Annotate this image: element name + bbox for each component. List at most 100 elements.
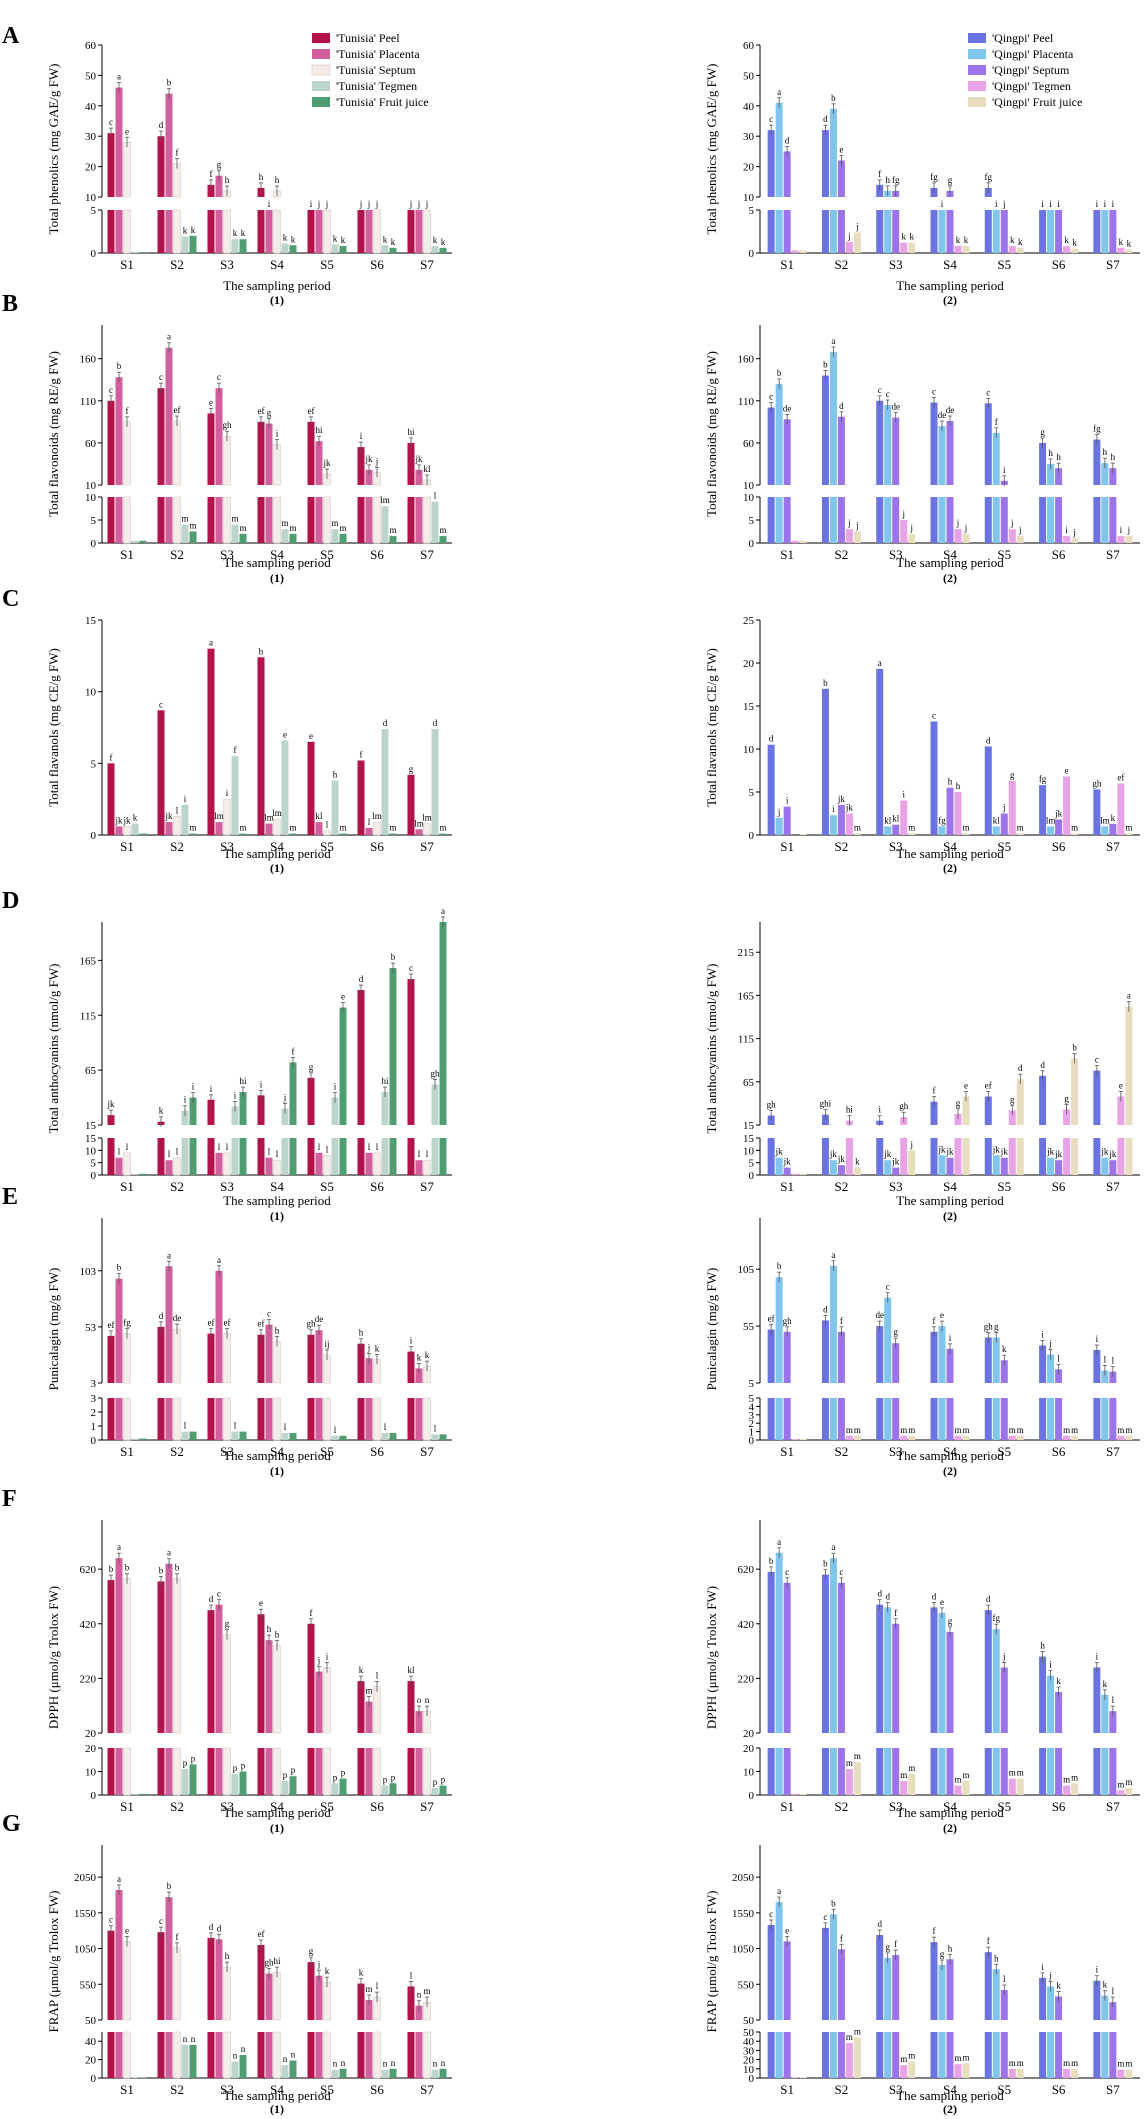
bar-upper-s4-S6 xyxy=(381,1092,389,1125)
significance-letter: de xyxy=(946,405,955,415)
significance-letter: b xyxy=(117,361,122,371)
y-axis-label: Total flavanols (mg CE/g FW) xyxy=(704,648,719,807)
significance-letter: j xyxy=(1048,1970,1052,1980)
significance-letter: l xyxy=(434,491,437,501)
significance-letter: jk xyxy=(1100,1147,1109,1157)
bar-lower-s5-S6 xyxy=(389,1783,397,1795)
bar-lower-s4-S1 xyxy=(791,1439,799,1440)
bar-upper-s1-S3 xyxy=(207,1333,215,1383)
bar-upper-s2-S7 xyxy=(1101,463,1109,485)
bar-lower-s2-S3 xyxy=(215,2032,223,2078)
bar-lower-s4-S4 xyxy=(954,2064,962,2078)
bar-lower-s4-S4 xyxy=(281,243,289,253)
significance-letter: m xyxy=(189,823,196,833)
bar-lower-s3-S4 xyxy=(273,209,281,254)
significance-letter: l xyxy=(276,1149,279,1159)
bar-lower-s4-S1 xyxy=(131,1793,139,1795)
significance-letter: l xyxy=(1104,1354,1107,1364)
significance-letter: h xyxy=(1040,1641,1045,1651)
bar-lower-s1-S3 xyxy=(876,669,884,835)
significance-letter: i xyxy=(1041,1329,1044,1339)
bar-lower-s3-S6 xyxy=(1055,1398,1063,1440)
significance-letter: b xyxy=(117,1263,122,1273)
panel-number: (1) xyxy=(270,1209,284,1223)
significance-letter: m xyxy=(908,1425,915,1435)
bar-lower-s1-S4 xyxy=(257,1138,265,1175)
bar-lower-s3-S4 xyxy=(946,787,954,835)
bar-lower-s5-S5 xyxy=(339,533,347,543)
significance-letter: f xyxy=(234,745,237,755)
significance-letter: gh xyxy=(984,1321,994,1331)
significance-letter: d xyxy=(433,718,438,728)
x-tick-label: S7 xyxy=(1106,1799,1120,1814)
bar-upper-s1-S4 xyxy=(257,421,265,485)
bar-lower-s2-S2 xyxy=(165,497,173,543)
bar-upper-s2-S7 xyxy=(415,469,423,485)
significance-letter: m xyxy=(1009,1768,1016,1778)
bar-upper-s2-S5 xyxy=(315,441,323,485)
bar-lower-s3-S2 xyxy=(837,1748,845,1795)
significance-letter: i xyxy=(1049,199,1052,209)
significance-letter: b xyxy=(167,78,172,88)
significance-letter: c xyxy=(159,1916,163,1926)
significance-letter: h xyxy=(359,1328,364,1338)
panel-number: (1) xyxy=(270,1464,284,1478)
bar-lower-s3-S2 xyxy=(837,210,845,253)
significance-letter: f xyxy=(210,169,213,179)
bar-lower-s2-S3 xyxy=(884,1748,892,1795)
bar-upper-s2-S2 xyxy=(829,1914,837,2020)
y-tick-label: 110 xyxy=(80,396,97,408)
bar-lower-s5-S7 xyxy=(439,833,447,835)
significance-letter: gh xyxy=(307,1319,317,1329)
significance-letter: ef xyxy=(108,1320,115,1330)
bar-upper-s1-S6 xyxy=(1039,1345,1047,1383)
bar-upper-s4-S4 xyxy=(281,1108,289,1125)
bar-lower-s3-S5 xyxy=(323,1155,331,1176)
bar-lower-s1-S5 xyxy=(984,746,992,835)
bar-lower-s3-S4 xyxy=(946,210,954,253)
x-tick-label: S7 xyxy=(1106,839,1120,854)
bar-upper-s5-S2 xyxy=(189,1097,197,1125)
bar-lower-s4-S1 xyxy=(131,252,139,253)
bar-lower-s5-S4 xyxy=(962,1435,970,1440)
bar-lower-s5-S3 xyxy=(908,533,916,543)
x-tick-label: S2 xyxy=(835,1799,849,1814)
legend-label: 'Tunisia' Fruit juice xyxy=(336,95,429,109)
significance-letter: l xyxy=(376,1981,379,1991)
y-tick-label: 0 xyxy=(91,830,97,842)
significance-letter: lm xyxy=(380,495,390,505)
bar-lower-s4-S2 xyxy=(845,241,853,253)
significance-letter: b xyxy=(125,1563,130,1573)
bar-upper-s4-S7 xyxy=(1117,1096,1125,1125)
bar-upper-s3-S1 xyxy=(123,421,131,486)
bar-upper-s2-S5 xyxy=(992,432,1000,485)
y-tick-label: 1050 xyxy=(74,1944,97,1956)
bar-upper-s1-S2 xyxy=(821,1114,829,1125)
y-tick-label: 2050 xyxy=(732,1872,755,1884)
significance-letter: kl xyxy=(423,464,431,474)
bar-upper-s2-S1 xyxy=(115,1278,123,1383)
significance-letter: i xyxy=(902,790,905,800)
significance-letter: j xyxy=(855,521,859,531)
bar-lower-s5-S7 xyxy=(439,2068,447,2078)
significance-letter: jk xyxy=(106,1099,115,1109)
bar-upper-s2-S5 xyxy=(992,1337,1000,1383)
bar-upper-s2-S2 xyxy=(829,1558,837,1733)
bar-lower-s1-S2 xyxy=(157,497,165,543)
bar-lower-s1-S5 xyxy=(307,2032,315,2078)
bar-lower-s3-S4 xyxy=(946,1157,954,1175)
bar-lower-s3-S7 xyxy=(1109,2032,1117,2078)
x-tick-label: S3 xyxy=(220,1444,234,1459)
y-tick-label: 420 xyxy=(738,1619,755,1631)
significance-letter: f xyxy=(310,1608,313,1618)
bar-lower-s4-S7 xyxy=(1117,536,1125,543)
bar-lower-s3-S7 xyxy=(423,1747,431,1796)
bar-lower-s1-S6 xyxy=(1039,210,1047,253)
significance-letter: j xyxy=(417,199,421,209)
bar-lower-s2-S5 xyxy=(315,1398,323,1440)
significance-letter: a xyxy=(831,1542,835,1552)
y-tick-label: 15 xyxy=(85,615,97,627)
bar-lower-s2-S5 xyxy=(315,1748,323,1795)
bar-lower-s4-S3 xyxy=(231,1431,239,1440)
bar-lower-s1-S1 xyxy=(767,744,775,835)
